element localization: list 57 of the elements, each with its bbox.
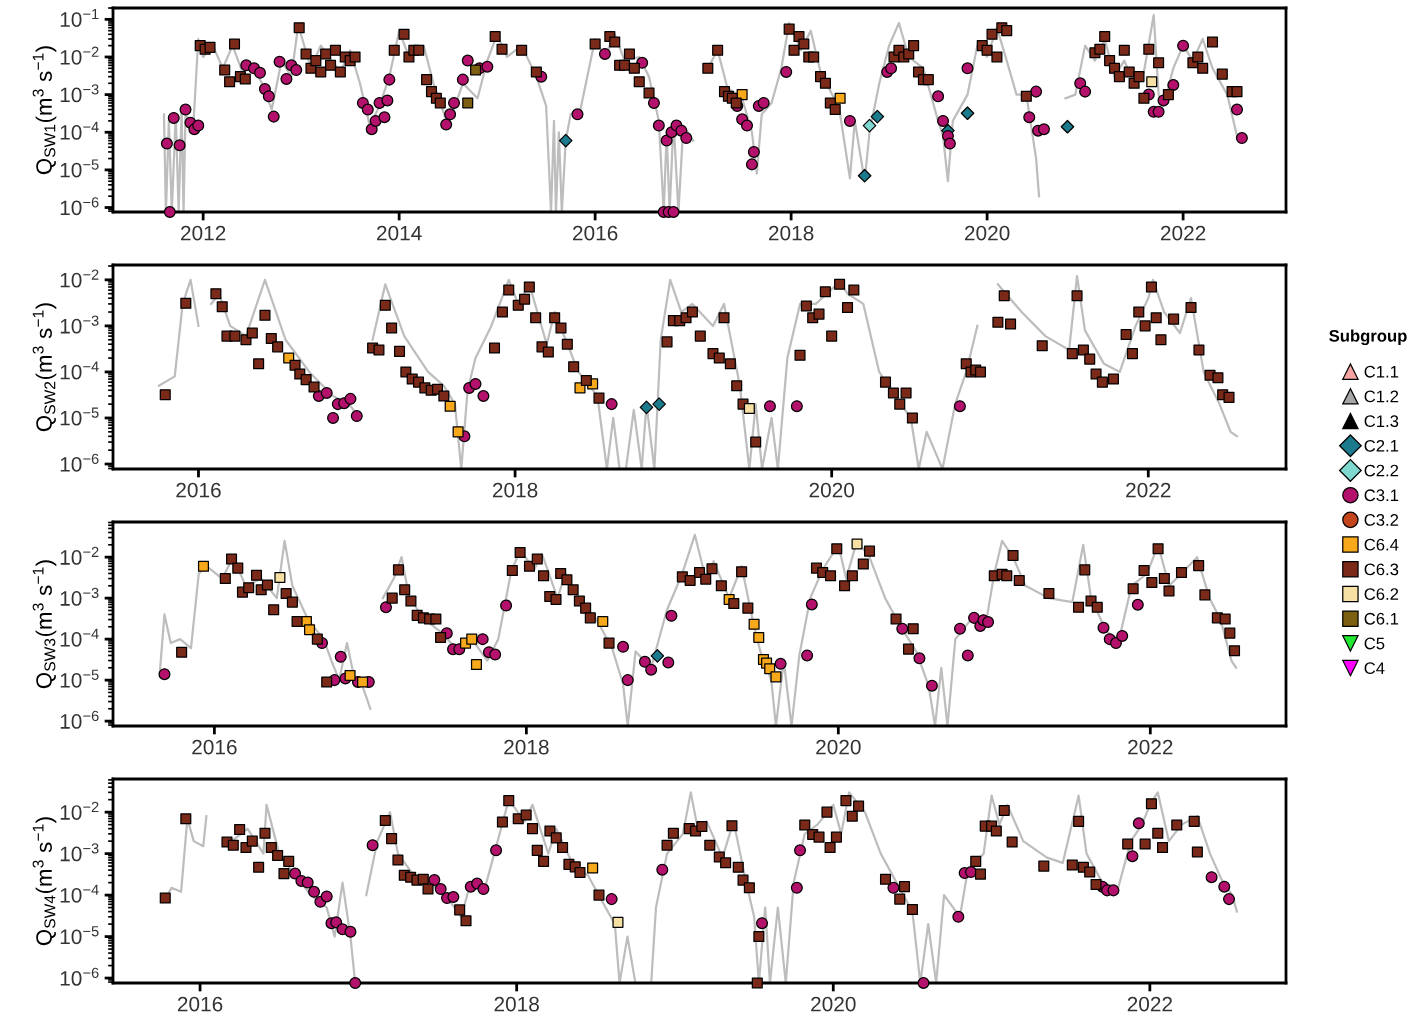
legend-label: C6.2 — [1364, 588, 1399, 600]
x-tick-label: 2016 — [176, 482, 221, 498]
x-tick-label: 2014 — [377, 225, 422, 241]
y-tick-label: 10$^{−6}$ — [60, 967, 99, 986]
x-tick-label: 2022 — [1160, 225, 1206, 241]
y-tick-label: 10$^{−6}$ — [60, 710, 99, 729]
y-tick-label: 10$^{−3}$ — [60, 84, 99, 103]
y-tick-label: 10$^{−4}$ — [60, 628, 99, 647]
legend-label: C3.1 — [1364, 489, 1399, 502]
y-axis-title: Q$_{SW1}$(m$^{3}$ s$^{−1}$) — [32, 46, 57, 175]
y-tick-label: 10$^{−4}$ — [60, 121, 99, 140]
x-tick-label: 2020 — [811, 996, 856, 1012]
y-tick-label: 10$^{−3}$ — [60, 315, 99, 334]
x-tick-label: 2016 — [192, 739, 237, 755]
x-tick-label: 2018 — [492, 482, 538, 498]
y-tick-label: 10$^{−4}$ — [60, 884, 99, 903]
y-axis-title: Q$_{SW3}$(m$^{3}$ s$^{−1}$) — [32, 560, 57, 689]
y-tick-label: 10$^{−5}$ — [60, 669, 99, 688]
y-tick-label: 10$^{−6}$ — [60, 197, 99, 216]
x-tick-label: 2020 — [816, 739, 861, 755]
y-tick-label: 10$^{−1}$ — [60, 8, 99, 27]
legend-label: C6.1 — [1364, 612, 1399, 625]
x-tick-label: 2020 — [809, 482, 855, 498]
legend-label: C3.2 — [1364, 514, 1399, 526]
legend-label: C2.2 — [1364, 464, 1399, 477]
x-tick-label: 2022 — [1127, 996, 1172, 1012]
y-tick-label: 10$^{−5}$ — [60, 407, 99, 426]
legend-label: C1.2 — [1364, 390, 1399, 403]
x-tick-label: 2016 — [573, 225, 618, 241]
y-axis-title: Q$_{SW4}$(m$^{3}$ s$^{−1}$) — [32, 817, 57, 946]
y-tick-label: 10$^{−2}$ — [60, 269, 99, 288]
y-axis-title: Q$_{SW2}$(m$^{3}$ s$^{−1}$) — [32, 303, 57, 432]
x-tick-label: 2012 — [181, 225, 226, 241]
legend-label: C4 — [1364, 662, 1385, 675]
y-tick-label: 10$^{−3}$ — [60, 843, 99, 862]
x-tick-label: 2018 — [504, 739, 549, 755]
y-tick-label: 10$^{−5}$ — [60, 926, 99, 945]
x-tick-label: 2018 — [494, 996, 539, 1012]
y-tick-label: 10$^{−3}$ — [60, 587, 99, 606]
legend-label: C1.3 — [1364, 415, 1399, 428]
x-tick-label: 2018 — [769, 225, 814, 241]
y-tick-label: 10$^{−5}$ — [60, 159, 99, 178]
legend-label: C1.1 — [1364, 365, 1399, 378]
x-tick-label: 2022 — [1126, 482, 1171, 498]
y-tick-label: 10$^{−4}$ — [60, 361, 99, 380]
y-tick-label: 10$^{−6}$ — [60, 453, 99, 472]
legend-label: C5 — [1364, 637, 1385, 650]
y-tick-label: 10$^{−2}$ — [60, 801, 99, 820]
x-tick-label: 2020 — [964, 225, 1010, 241]
legend-label: C2.1 — [1364, 439, 1399, 452]
y-tick-label: 10$^{−2}$ — [60, 546, 99, 565]
legend-title: Subgroup — [1329, 329, 1407, 346]
legend-label: C6.3 — [1364, 563, 1399, 576]
x-tick-label: 2022 — [1128, 739, 1173, 755]
x-tick-label: 2016 — [177, 996, 223, 1012]
y-tick-label: 10$^{−2}$ — [60, 46, 99, 65]
legend-label: C6.4 — [1364, 538, 1399, 551]
